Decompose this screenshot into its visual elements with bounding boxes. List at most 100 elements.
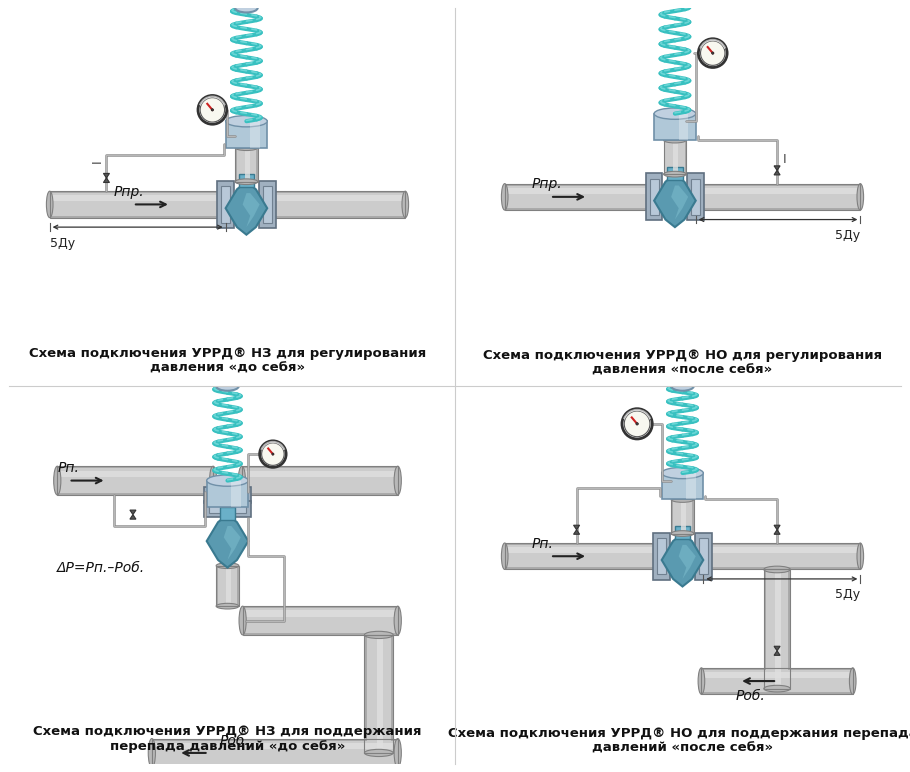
Bar — [57, 466, 213, 495]
Bar — [646, 174, 662, 220]
Bar — [217, 495, 238, 507]
Bar — [650, 178, 659, 215]
Ellipse shape — [857, 184, 864, 210]
Text: ΔP=Рп.–Роб.: ΔP=Рп.–Роб. — [57, 560, 146, 574]
Bar — [663, 141, 686, 174]
Bar — [226, 121, 268, 147]
Bar — [235, 147, 258, 181]
Bar — [364, 635, 393, 753]
Bar — [703, 543, 860, 570]
Ellipse shape — [700, 543, 707, 570]
Bar — [50, 191, 226, 218]
Ellipse shape — [217, 492, 238, 498]
Ellipse shape — [654, 108, 696, 120]
Bar — [250, 121, 259, 147]
Bar — [242, 470, 398, 477]
Bar — [654, 113, 696, 141]
Polygon shape — [774, 646, 780, 651]
Ellipse shape — [364, 750, 393, 757]
Ellipse shape — [394, 739, 401, 767]
Bar — [377, 635, 383, 753]
Bar — [237, 147, 256, 181]
Bar — [766, 570, 788, 689]
Ellipse shape — [658, 543, 665, 570]
Ellipse shape — [235, 179, 258, 185]
Ellipse shape — [849, 668, 856, 694]
Bar — [217, 181, 234, 228]
Ellipse shape — [763, 566, 790, 573]
Bar — [505, 188, 654, 194]
Bar — [702, 672, 853, 678]
Bar — [702, 670, 853, 692]
Bar — [692, 178, 701, 215]
Polygon shape — [130, 510, 136, 515]
Bar — [242, 466, 398, 495]
Circle shape — [624, 411, 650, 437]
Circle shape — [622, 408, 652, 439]
Bar — [152, 740, 398, 765]
Text: Роб.: Роб. — [735, 689, 765, 703]
Bar — [763, 570, 790, 689]
Bar — [699, 538, 708, 574]
Ellipse shape — [217, 504, 238, 510]
Bar — [675, 526, 690, 539]
Bar — [703, 545, 860, 567]
Bar — [505, 543, 662, 570]
Bar — [243, 608, 398, 633]
Bar — [696, 185, 860, 208]
Ellipse shape — [239, 606, 247, 635]
Bar — [679, 113, 688, 141]
Ellipse shape — [672, 381, 693, 391]
Text: 5Ду: 5Ду — [835, 588, 860, 601]
Ellipse shape — [54, 466, 61, 495]
Circle shape — [211, 109, 214, 111]
Polygon shape — [774, 525, 780, 530]
Polygon shape — [662, 533, 703, 587]
Bar — [57, 466, 213, 495]
Ellipse shape — [402, 191, 409, 218]
Ellipse shape — [663, 0, 686, 1]
Bar — [209, 504, 246, 513]
Ellipse shape — [207, 475, 248, 486]
Bar — [204, 500, 251, 517]
Bar — [231, 480, 241, 507]
Text: Схема подключения УРРД® НЗ для регулирования
давления «до себя»: Схема подключения УРРД® НЗ для регулиров… — [29, 347, 426, 374]
Ellipse shape — [222, 191, 229, 218]
Bar — [217, 495, 238, 507]
Polygon shape — [774, 530, 780, 534]
Bar — [242, 466, 398, 495]
Ellipse shape — [217, 563, 238, 568]
Ellipse shape — [763, 686, 790, 692]
Bar — [672, 499, 693, 533]
Bar — [505, 547, 662, 553]
Polygon shape — [130, 515, 136, 519]
Polygon shape — [774, 171, 780, 175]
Bar — [702, 668, 853, 694]
Circle shape — [200, 97, 225, 122]
Bar — [235, 147, 258, 181]
Bar — [217, 566, 238, 606]
Bar — [152, 743, 398, 750]
Bar — [50, 193, 226, 215]
Text: Рп.: Рп. — [531, 537, 553, 550]
Bar — [657, 538, 666, 574]
Polygon shape — [573, 525, 580, 530]
Bar — [226, 495, 231, 507]
Bar — [696, 184, 860, 210]
Ellipse shape — [264, 191, 270, 218]
Polygon shape — [226, 181, 268, 235]
Bar — [217, 566, 238, 606]
Ellipse shape — [217, 604, 238, 609]
Polygon shape — [679, 545, 696, 579]
Bar — [217, 566, 238, 606]
Ellipse shape — [672, 496, 693, 503]
Polygon shape — [207, 515, 248, 567]
Bar — [775, 570, 781, 689]
Bar — [50, 191, 226, 218]
Ellipse shape — [663, 171, 686, 177]
Bar — [367, 635, 391, 753]
Ellipse shape — [672, 530, 693, 537]
Bar — [696, 188, 860, 194]
Bar — [673, 141, 678, 174]
Text: Схема подключения УРРД® НЗ для поддержания
перепада давлений «до себя»: Схема подключения УРРД® НЗ для поддержан… — [34, 725, 421, 753]
